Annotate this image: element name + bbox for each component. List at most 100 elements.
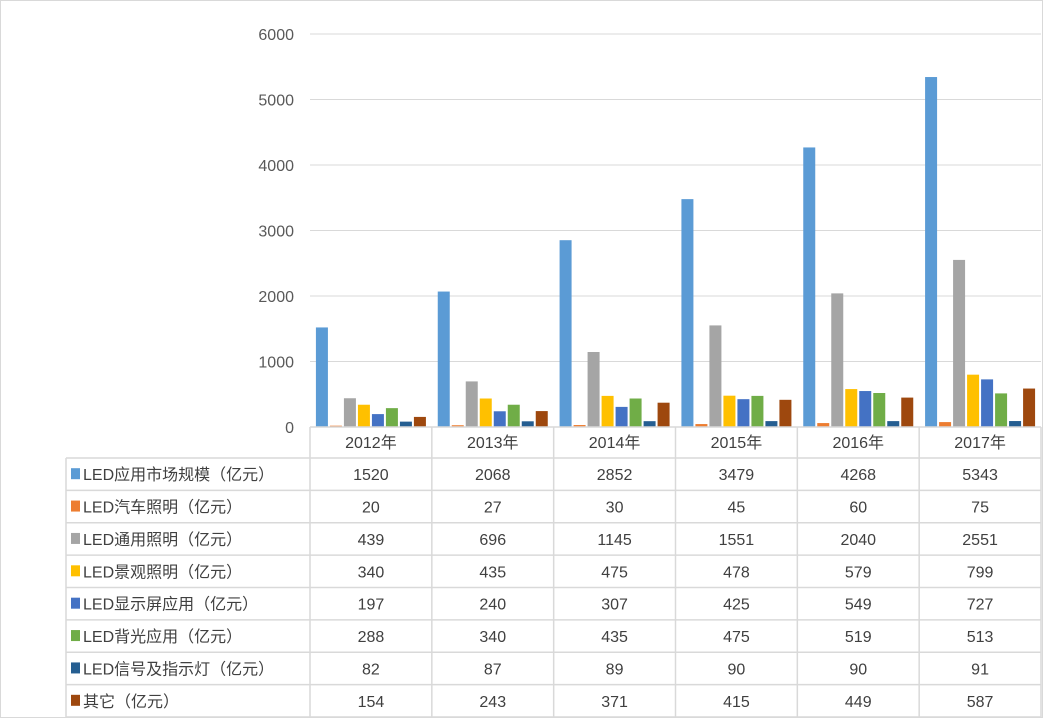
bar-2017年-3 [967, 374, 980, 427]
bar-2016年-4 [859, 391, 872, 427]
legend-key [71, 468, 80, 480]
bar-2016年-0 [803, 147, 816, 428]
table-cell-value: 513 [967, 629, 994, 646]
bar-2013年-1 [451, 425, 464, 427]
table-cell-value: 87 [484, 661, 502, 678]
bar-2012年-4 [371, 414, 384, 427]
table-cell-value: 2852 [597, 467, 633, 484]
table-cell-value: 243 [479, 694, 506, 711]
table-cell-value: 240 [479, 597, 506, 614]
bar-2014年-6 [643, 421, 656, 427]
bar-2016年-1 [817, 423, 830, 427]
bar-2013年-0 [437, 291, 450, 427]
table-cell-value: 75 [971, 500, 989, 517]
x-category-label: 2016年 [832, 434, 884, 452]
table-cell-value: 82 [362, 661, 380, 678]
bar-2014年-3 [601, 395, 614, 427]
table-cell-value: 587 [967, 694, 994, 711]
table-cell-value: 307 [601, 597, 628, 614]
table-cell-value: 2551 [962, 532, 998, 549]
table-cell-value: 340 [479, 629, 506, 646]
bar-2015年-5 [751, 395, 764, 427]
table-cell-value: 340 [358, 564, 385, 581]
table-cell-value: 2068 [475, 467, 511, 484]
bar-2014年-4 [615, 406, 628, 427]
bar-2013年-3 [479, 398, 492, 427]
y-tick-label: 4000 [258, 158, 294, 175]
table-cell-value: 20 [362, 500, 380, 517]
table-cell-value: 1520 [353, 467, 389, 484]
x-category-label: 2017年 [954, 434, 1006, 452]
series-label: LED显示屏应用（亿元） [83, 595, 258, 614]
bar-2012年-6 [399, 421, 412, 427]
table-cell-value: 45 [728, 500, 746, 517]
bar-2015年-1 [695, 424, 708, 427]
table-cell-value: 91 [971, 661, 989, 678]
table-cell-value: 435 [601, 629, 628, 646]
bar-2014年-5 [629, 398, 642, 427]
table-cell-value: 439 [358, 532, 385, 549]
y-tick-label: 6000 [258, 27, 294, 44]
x-category-label: 2014年 [589, 434, 641, 452]
legend-key [71, 597, 80, 609]
bar-2014年-0 [559, 240, 572, 427]
bar-2017年-0 [925, 77, 938, 427]
legend-key [71, 532, 80, 544]
bar-2012年-7 [413, 416, 426, 427]
table-cell-value: 549 [845, 597, 872, 614]
series-label: LED背光应用（亿元） [83, 627, 242, 646]
bar-2013年-7 [535, 411, 548, 427]
bar-2015年-4 [737, 399, 750, 427]
bar-2015年-0 [681, 199, 694, 427]
bar-2013年-4 [493, 411, 506, 427]
bar-2012年-3 [357, 404, 370, 427]
series-label: 其它（亿元） [83, 693, 179, 711]
table-cell-value: 4268 [840, 467, 876, 484]
table-cell-value: 727 [967, 597, 994, 614]
legend-key [71, 565, 80, 577]
table-cell-value: 799 [967, 564, 994, 581]
bar-2012年-2 [343, 398, 356, 427]
table-cell-value: 288 [358, 629, 385, 646]
bar-2016年-3 [845, 389, 858, 427]
table-cell-value: 519 [845, 629, 872, 646]
x-category-label: 2012年 [345, 434, 397, 452]
y-tick-label: 5000 [258, 93, 294, 110]
table-cell-value: 478 [723, 564, 750, 581]
legend-key [71, 694, 80, 706]
series-label: LED信号及指示灯（亿元） [83, 660, 274, 678]
table-cell-value: 30 [606, 500, 624, 517]
bar-2012年-5 [385, 408, 398, 427]
bar-2013年-5 [507, 404, 520, 427]
table-cell-value: 371 [601, 694, 628, 711]
table-cell-value: 2040 [840, 532, 876, 549]
legend-key [71, 500, 80, 512]
bar-2014年-1 [573, 425, 586, 427]
table-cell-value: 89 [606, 661, 624, 678]
bar-2012年-0 [315, 327, 328, 427]
table-cell-value: 154 [358, 694, 385, 711]
table-cell-value: 3479 [719, 467, 755, 484]
bar-2017年-1 [939, 422, 952, 427]
table-cell-value: 425 [723, 597, 750, 614]
bar-2016年-6 [887, 421, 900, 427]
table-cell-value: 90 [728, 661, 746, 678]
bar-2017年-6 [1009, 421, 1022, 427]
bar-2014年-7 [657, 402, 670, 427]
legend-key [71, 662, 80, 674]
series-label: LED应用市场规模（亿元） [83, 465, 274, 484]
table-cell-value: 197 [358, 597, 385, 614]
bar-2015年-7 [779, 399, 792, 427]
bar-2013年-6 [521, 421, 534, 427]
series-label: LED通用照明（亿元） [83, 531, 242, 549]
y-tick-label: 0 [285, 420, 294, 437]
bar-2017年-2 [953, 259, 966, 427]
series-label: LED汽车照明（亿元） [83, 499, 242, 517]
table-cell-value: 415 [723, 694, 750, 711]
bar-2017年-4 [981, 379, 994, 427]
bar-2015年-3 [723, 395, 736, 427]
table-cell-value: 696 [479, 532, 506, 549]
bar-2013年-2 [465, 381, 478, 427]
table-cell-value: 1551 [719, 532, 755, 549]
